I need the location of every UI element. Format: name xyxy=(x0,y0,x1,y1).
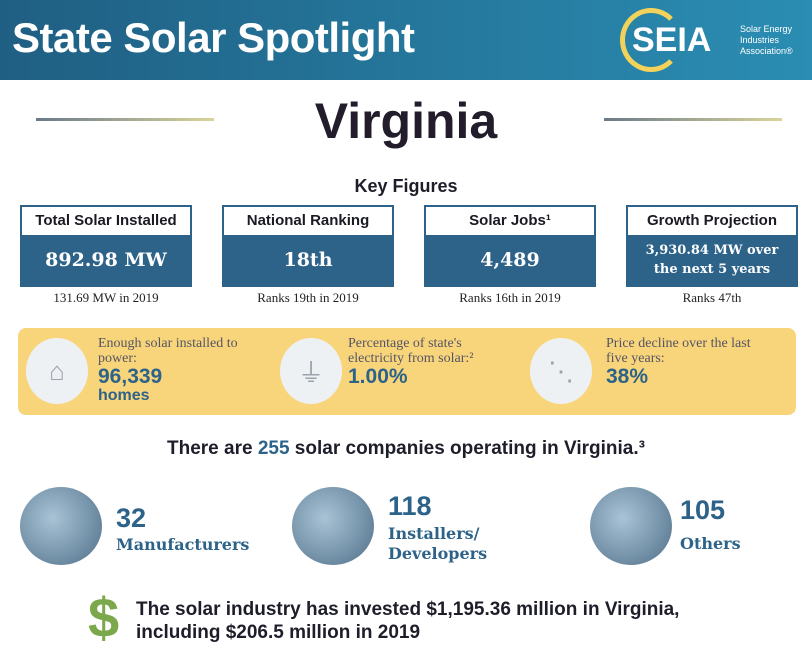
figure-label: Growth Projection xyxy=(628,207,796,235)
seia-logo: SEIA Solar Energy Industries Association… xyxy=(618,6,808,74)
divider-left xyxy=(36,118,214,121)
companies-summary: There are 255 solar companies operating … xyxy=(0,438,812,460)
house-icon: ⌂ xyxy=(26,338,88,404)
figure-value: 4,489 xyxy=(426,235,594,285)
figure-box-solar-jobs: Solar Jobs¹ 4,489 xyxy=(424,205,596,287)
header-banner: State Solar Spotlight SEIA Solar Energy … xyxy=(0,0,812,80)
companies-count: 255 xyxy=(257,438,290,459)
group-label: Others xyxy=(680,534,741,553)
figure-label: Solar Jobs¹ xyxy=(426,207,594,235)
stats-band: ⌂ Enough solar installed to power: 96,33… xyxy=(18,328,796,415)
group-count: 118 xyxy=(388,491,432,521)
figure-value: 892.98 MW xyxy=(22,235,190,285)
key-figures-title: Key Figures xyxy=(354,176,458,196)
stat-value: 38% xyxy=(606,365,649,388)
others-photo xyxy=(590,487,672,565)
dollar-icon: $ xyxy=(88,586,120,649)
investment-line: including $206.5 million in 2019 xyxy=(136,622,421,643)
companies-pre: There are xyxy=(167,438,258,459)
stat-text: Percentage of state's electricity from s… xyxy=(348,336,474,366)
figure-sub: Ranks 47th xyxy=(682,290,742,305)
plug-icon: ⏚ xyxy=(280,338,342,404)
logo-sub-line: Solar Energy xyxy=(740,24,793,34)
figure-sub: Ranks 19th in 2019 xyxy=(257,290,359,305)
figure-sub: 131.69 MW in 2019 xyxy=(53,290,159,305)
figure-label: National Ranking xyxy=(224,207,392,235)
stat-unit: homes xyxy=(98,387,150,404)
figure-box-growth-projection: Growth Projection 3,930.84 MW over the n… xyxy=(626,205,798,287)
figure-value: 18th xyxy=(224,235,392,285)
group-label: Installers/ Developers xyxy=(388,524,488,563)
investment-line: The solar industry has invested $1,195.3… xyxy=(136,599,680,620)
price-decline-icon: ⋱ xyxy=(530,338,592,404)
price-decline-stat: Price decline over the last five years: … xyxy=(606,336,766,387)
stat-text: Enough solar installed to power: xyxy=(98,336,238,366)
figure-label: Total Solar Installed xyxy=(22,207,190,235)
logo-subtitle: Solar Energy Industries Association® xyxy=(740,24,793,57)
stat-value: 1.00% xyxy=(348,365,408,388)
installers-photo xyxy=(292,487,374,565)
group-count: 32 xyxy=(116,503,147,533)
companies-post: solar companies operating in Virginia.³ xyxy=(289,438,645,459)
group-label: Manufacturers xyxy=(116,535,250,554)
figure-value: 3,930.84 MW over the next 5 years xyxy=(628,235,796,285)
group-count: 105 xyxy=(680,495,726,525)
homes-stat: Enough solar installed to power: 96,339 … xyxy=(98,336,238,405)
manufacturers-photo xyxy=(20,487,102,565)
figure-box-national-ranking: National Ranking 18th xyxy=(222,205,394,287)
stat-value: 96,339 xyxy=(98,365,163,388)
logo-text: SEIA xyxy=(632,21,712,59)
logo-ring-icon xyxy=(620,8,682,72)
figure-sub: Ranks 16th in 2019 xyxy=(459,290,561,305)
investment-text: The solar industry has invested $1,195.3… xyxy=(136,598,679,644)
figure-box-total-installed: Total Solar Installed 892.98 MW xyxy=(20,205,192,287)
stat-text: Price decline over the last five years: xyxy=(606,336,751,366)
page-title: State Solar Spotlight xyxy=(12,14,415,61)
state-name: Virginia xyxy=(314,93,498,149)
logo-sub-line: Industries xyxy=(740,35,780,45)
logo-sub-line: Association® xyxy=(740,46,793,56)
electricity-share-stat: Percentage of state's electricity from s… xyxy=(348,336,518,387)
divider-right xyxy=(604,118,782,121)
